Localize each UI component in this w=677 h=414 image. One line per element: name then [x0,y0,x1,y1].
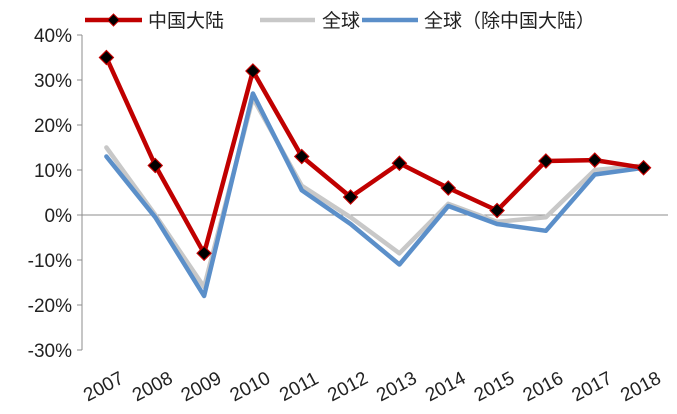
x-tick-label: 2018 [617,368,664,406]
y-axis: 40% 30% 20% 10% 0% -10% -20% -30% [28,26,83,362]
y-tick-label: 20% [34,116,72,137]
data-point-marker [489,202,505,219]
legend-label: 中国大陆 [148,10,224,32]
series-line-2 [104,91,646,299]
y-tick-label: 0% [45,206,73,227]
legend-item-1: 全球 [260,10,360,32]
legend-item-0: 中国大陆 [85,10,224,32]
data-point-marker [586,152,603,168]
data-point-marker [391,155,408,172]
legend-marker-icon [106,13,121,27]
series-markers [98,49,652,262]
legend-label: 全球（除中国大陆） [424,10,595,32]
data-point-marker [538,153,554,169]
x-tick-label: 2011 [276,368,322,406]
legend-label: 全球 [322,10,360,32]
x-tick-label: 2009 [178,368,225,406]
legend: 中国大陆 全球 全球（除中国大陆） [85,10,595,32]
x-tick-label: 2015 [471,368,518,406]
data-point-marker [98,49,115,66]
x-tick-label: 2007 [80,368,127,406]
series-line-0 [104,55,646,256]
data-point-marker [147,157,164,174]
data-point-marker [635,159,652,176]
x-tick-label: 2008 [129,368,176,406]
data-point-marker [245,63,261,79]
y-tick-label: -10% [28,251,72,272]
x-tick-label: 2010 [227,368,274,406]
x-tick-label: 2013 [373,368,420,406]
y-tick-label: -30% [28,341,72,362]
data-point-marker [342,189,359,205]
data-point-marker [196,245,212,262]
x-tick-label: 2017 [569,368,616,406]
data-point-marker [440,180,457,196]
series-lines [104,55,646,299]
x-tick-label: 2016 [520,368,567,406]
data-point-marker [293,148,310,165]
series-line-1 [104,95,646,290]
y-tick-label: -20% [28,296,72,317]
x-tick-label: 2012 [324,368,371,406]
y-tick-label: 30% [34,71,72,92]
legend-item-2: 全球（除中国大陆） [362,10,595,32]
y-tick-label: 40% [34,26,72,47]
x-tick-label: 2014 [422,368,470,407]
y-tick-label: 10% [34,161,72,182]
